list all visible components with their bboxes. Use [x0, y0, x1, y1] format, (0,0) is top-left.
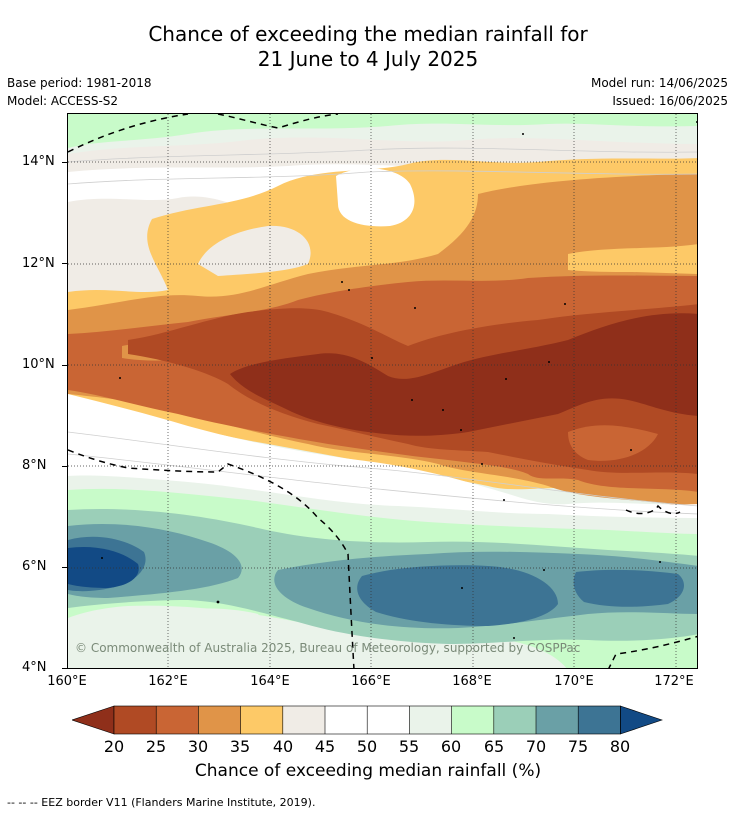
colorbar-label-75: 75 [567, 737, 589, 756]
chart-title: Chance of exceeding the median rainfall … [0, 22, 736, 72]
title-line-1: Chance of exceeding the median rainfall … [148, 22, 588, 46]
colorbar-label-50: 50 [356, 737, 378, 756]
meta-right: Model run: 14/06/2025 Issued: 16/06/2025 [591, 74, 728, 110]
colorbar-cell-55-60 [409, 706, 452, 734]
eez-footnote: -- -- -- EEZ border V11 (Flanders Marine… [7, 796, 316, 809]
lat-tick [62, 365, 67, 366]
colorbar-cell-30-35 [198, 706, 241, 734]
colorbar-label-80: 80 [609, 737, 631, 756]
colorbar-cell-below-20 [72, 705, 115, 735]
colorbar-label-30: 30 [187, 737, 209, 756]
lat-tick [62, 668, 67, 669]
colorbar-cell-25-30 [156, 706, 199, 734]
colorbar-cell-60-65 [451, 706, 494, 734]
lon-label-170e: 170°E [554, 674, 594, 689]
lat-label-4n: 4°N [22, 660, 47, 675]
colorbar-label-55: 55 [398, 737, 420, 756]
lon-label-166e: 166°E [351, 674, 391, 689]
issued-date: Issued: 16/06/2025 [612, 94, 728, 108]
band-55-60-patch-sw [108, 608, 262, 652]
lat-tick [62, 162, 67, 163]
band-45-50-island [336, 168, 415, 227]
meta-left: Base period: 1981-2018 Model: ACCESS-S2 [7, 74, 152, 110]
eez-border [68, 114, 697, 668]
lat-tick [62, 567, 67, 568]
lon-label-162e: 162°E [148, 674, 188, 689]
title-line-2: 21 June to 4 July 2025 [257, 47, 479, 71]
atolls [101, 121, 697, 639]
contour-lines [68, 147, 697, 515]
lon-label-168e: 168°E [452, 674, 492, 689]
band-45-55-south [68, 394, 697, 518]
band-40-45-island-west [198, 225, 311, 276]
colorbar-label-20: 20 [103, 737, 125, 756]
band-35-40-east-strip [568, 244, 697, 274]
colorbar-cell-35-40 [240, 706, 283, 734]
colorbar-cell-75-80 [578, 706, 621, 734]
colorbar-label-45: 45 [314, 737, 336, 756]
colorbar-label-70: 70 [525, 737, 547, 756]
rainfall-map [67, 113, 698, 669]
colorbar-label-25: 25 [145, 737, 167, 756]
colorbar-cell-50-55 [367, 706, 410, 734]
lat-label-12n: 12°N [22, 256, 55, 271]
graticule [68, 114, 697, 668]
colorbar-cell-65-70 [493, 706, 536, 734]
colorbar-cell-70-75 [536, 706, 579, 734]
colorbar-label-60: 60 [440, 737, 462, 756]
model-name: Model: ACCESS-S2 [7, 94, 119, 108]
copyright-notice: © Commonwealth of Australia 2025, Bureau… [75, 641, 581, 655]
lat-label-14n: 14°N [22, 154, 55, 169]
band-below-20 [230, 313, 697, 436]
lon-label-160e: 160°E [47, 674, 87, 689]
lat-label-10n: 10°N [22, 357, 55, 372]
lon-label-172e: 172°E [654, 674, 694, 689]
colorbar-title: Chance of exceeding median rainfall (%) [194, 761, 542, 781]
colorbar [72, 705, 663, 735]
lon-label-164e: 164°E [250, 674, 290, 689]
colorbar-label-35: 35 [229, 737, 251, 756]
model-run: Model run: 14/06/2025 [590, 76, 728, 90]
base-period: Base period: 1981-2018 [7, 76, 152, 90]
colorbar-dividers [113, 705, 621, 735]
band-75-80 [68, 536, 684, 626]
colorbar-cell-20-25 [114, 706, 157, 734]
colorbar-cell-40-45 [282, 706, 325, 734]
lat-tick [62, 263, 67, 264]
colorbar-cell-above-80 [620, 705, 663, 735]
band-above-80 [68, 546, 139, 588]
colorbar-label-65: 65 [483, 737, 505, 756]
lat-tick [62, 466, 67, 467]
colorbar-cell-45-50 [325, 706, 368, 734]
band-65-top [68, 114, 697, 148]
band-25-30-pocket-se [568, 425, 658, 461]
lat-label-6n: 6°N [22, 559, 47, 574]
colorbar-label-40: 40 [272, 737, 294, 756]
rainfall-map-svg [68, 114, 697, 668]
lat-label-8n: 8°N [22, 458, 47, 473]
